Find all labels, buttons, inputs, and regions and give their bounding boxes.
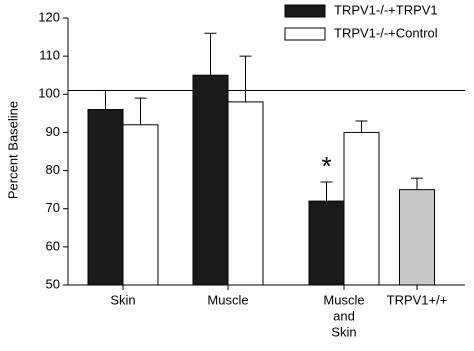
y-tick-label: 80 xyxy=(46,162,60,177)
x-tick-label: Skin xyxy=(331,324,356,339)
y-axis-label: Percent Baseline xyxy=(5,101,20,199)
x-tick-label: Muscle xyxy=(323,292,364,307)
legend-label: TRPV1-/-+TRPV1 xyxy=(334,2,438,17)
y-tick-label: 50 xyxy=(46,276,60,291)
annotation: * xyxy=(321,151,331,181)
x-tick-label: and xyxy=(333,308,355,323)
y-tick-label: 90 xyxy=(46,124,60,139)
x-tick-label: Skin xyxy=(110,292,135,307)
bar xyxy=(227,101,264,286)
legend-swatch xyxy=(284,4,326,18)
y-tick-label: 120 xyxy=(38,9,60,24)
x-tick-label: Muscle xyxy=(207,292,248,307)
y-tick-label: 70 xyxy=(46,200,60,215)
bar xyxy=(399,189,435,286)
y-tick-label: 110 xyxy=(39,48,60,63)
bar xyxy=(87,109,124,286)
legend-swatch xyxy=(284,27,326,41)
y-tick-label: 100 xyxy=(38,86,60,101)
bar xyxy=(308,200,345,286)
bar xyxy=(343,131,380,286)
y-tick-label: 60 xyxy=(46,238,60,253)
bar xyxy=(122,124,159,286)
bar xyxy=(192,74,229,286)
x-tick-label: TRPV1+/+ xyxy=(387,292,448,307)
legend-label: TRPV1-/-+Control xyxy=(334,25,438,40)
